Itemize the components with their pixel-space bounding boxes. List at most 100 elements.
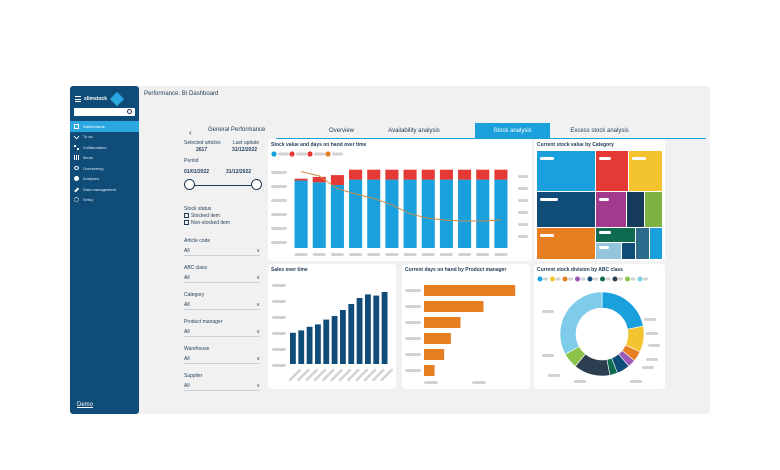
- x-tick-label: [421, 253, 435, 256]
- sidebar: slimstock Dashboards To do Collaboration It…: [70, 86, 139, 414]
- filter-dropdown-value: All: [184, 248, 190, 254]
- x-tick-label: [297, 368, 310, 382]
- non-stocked-item-label: Non-stocked item: [191, 220, 230, 226]
- non-stocked-item-option[interactable]: Non-stocked item: [184, 220, 230, 226]
- tab-excess-stock-analysis[interactable]: Excess stock analysis: [570, 127, 629, 134]
- filter-dropdown-category[interactable]: All ∨: [184, 302, 260, 310]
- legend-label: [332, 152, 343, 156]
- tab-overview[interactable]: Overview: [328, 127, 354, 134]
- donut-slice-label: [644, 318, 656, 321]
- y-tick-label: [405, 289, 421, 292]
- y-tick-label: [271, 241, 287, 244]
- demo-link[interactable]: Demo: [77, 402, 94, 408]
- period-start: 01/01/2022: [184, 169, 210, 175]
- x-tick-label: [372, 368, 385, 382]
- sidebar-item-items[interactable]: Items: [70, 153, 139, 164]
- donut-slice-label: [574, 380, 586, 383]
- general-performance-link[interactable]: General Performance: [208, 127, 266, 133]
- chevron-down-icon: ∨: [256, 356, 260, 362]
- y-tick-label: [405, 369, 421, 372]
- donut-slice: [601, 291, 644, 330]
- donut-slice-label: [646, 358, 658, 361]
- wrench-icon: [74, 186, 79, 192]
- filter-label: Supplier: [184, 373, 203, 379]
- category-tile: [627, 192, 644, 227]
- x-tick-label: [403, 253, 417, 256]
- sidebar-item-label: Data management: [83, 186, 116, 192]
- x-tick-label: [322, 368, 335, 382]
- search-icon[interactable]: [127, 109, 132, 114]
- logo-mark-icon: [110, 91, 125, 107]
- category-tile: [537, 228, 595, 259]
- sidebar-item-label: Analyses: [83, 176, 100, 182]
- stock-value-bar: [349, 179, 363, 248]
- sales-bar: [381, 292, 388, 364]
- filter-dropdown-value: All: [184, 275, 190, 281]
- period-slider-start-handle[interactable]: [184, 179, 195, 190]
- y-tick-label: [271, 199, 287, 202]
- tab-availability-analysis[interactable]: Availability analysis: [388, 127, 440, 134]
- sales-bar: [306, 326, 313, 364]
- stock-value-bar: [294, 180, 308, 248]
- legend-label: [605, 277, 611, 281]
- days-bar: [424, 349, 445, 360]
- x-tick-label: [312, 253, 326, 256]
- sidebar-item-collaboration[interactable]: Collaboration: [70, 142, 139, 153]
- legend-dot: [289, 151, 295, 157]
- filter-dropdown-warehouse[interactable]: All ∨: [184, 356, 260, 364]
- last-update-value: 31/12/2022: [232, 147, 258, 153]
- tabs-underline: [276, 138, 706, 139]
- filter-dropdown-product-manager[interactable]: All ∨: [184, 329, 260, 337]
- brand-name: slimstock: [84, 96, 108, 102]
- sidebar-item-setup[interactable]: Setup: [70, 195, 139, 206]
- legend-dot: [307, 151, 313, 157]
- sidebar-item-overseeing[interactable]: Overseeing: [70, 163, 139, 174]
- brand-logo[interactable]: slimstock: [75, 91, 125, 107]
- filter-dropdown-supplier[interactable]: All ∨: [184, 383, 260, 391]
- category-tile: [636, 228, 649, 259]
- sidebar-item-analyses[interactable]: Analyses: [70, 174, 139, 185]
- collaboration-icon: [74, 144, 79, 150]
- selected-articles-value: 2617: [196, 147, 208, 153]
- stock-value-bar: [421, 179, 435, 248]
- sales-bar: [348, 304, 355, 364]
- check-icon: [73, 133, 80, 140]
- non-stocked-item-checkbox[interactable]: [184, 220, 189, 226]
- sidebar-item-data-management[interactable]: Data management: [70, 184, 139, 195]
- stocked-item-option[interactable]: Stocked item: [184, 213, 220, 219]
- period-slider-track[interactable]: [190, 185, 258, 186]
- legend-label: [543, 277, 548, 281]
- stock-value-bar: [367, 179, 381, 248]
- tab-stock-analysis[interactable]: Stock analysis: [475, 123, 550, 138]
- filter-dropdown-abc-class[interactable]: All ∨: [184, 275, 260, 283]
- stock-value-bar: [385, 179, 399, 248]
- excess-stock-bar: [403, 169, 417, 180]
- items-icon: [74, 155, 79, 161]
- legend-label: [555, 277, 561, 281]
- donut-slice-label: [642, 366, 654, 369]
- stock-value-bar: [458, 179, 472, 248]
- category-card: Current stock value by Category: [534, 139, 665, 261]
- x-tick-label: [355, 368, 368, 382]
- sidebar-item-dashboards[interactable]: Dashboards: [70, 121, 139, 132]
- y-tick-label: [405, 353, 421, 356]
- legend-label: [580, 277, 586, 281]
- filter-dropdown-article-code[interactable]: All ∨: [184, 248, 260, 256]
- sidebar-nav: Dashboards To do Collaboration Items Oversee…: [70, 121, 139, 205]
- stock-value-bar: [494, 179, 508, 248]
- excess-stock-bar: [476, 169, 490, 180]
- menu-icon[interactable]: [75, 96, 81, 102]
- search-input[interactable]: [74, 108, 135, 116]
- period-slider-end-handle[interactable]: [251, 179, 262, 190]
- back-chevron-icon[interactable]: ‹: [189, 128, 192, 137]
- y-tick-label: [405, 321, 421, 324]
- sidebar-item-to-do[interactable]: To do: [70, 132, 139, 143]
- excess-stock-bar: [421, 169, 435, 180]
- stocked-item-checkbox[interactable]: [184, 213, 189, 219]
- sales-bar: [340, 310, 346, 364]
- excess-stock-bar: [385, 169, 399, 180]
- period-label: Period: [184, 158, 199, 164]
- category-tile-label: [599, 246, 609, 249]
- sidebar-item-label: To do: [83, 134, 93, 140]
- sales-bar: [356, 298, 363, 364]
